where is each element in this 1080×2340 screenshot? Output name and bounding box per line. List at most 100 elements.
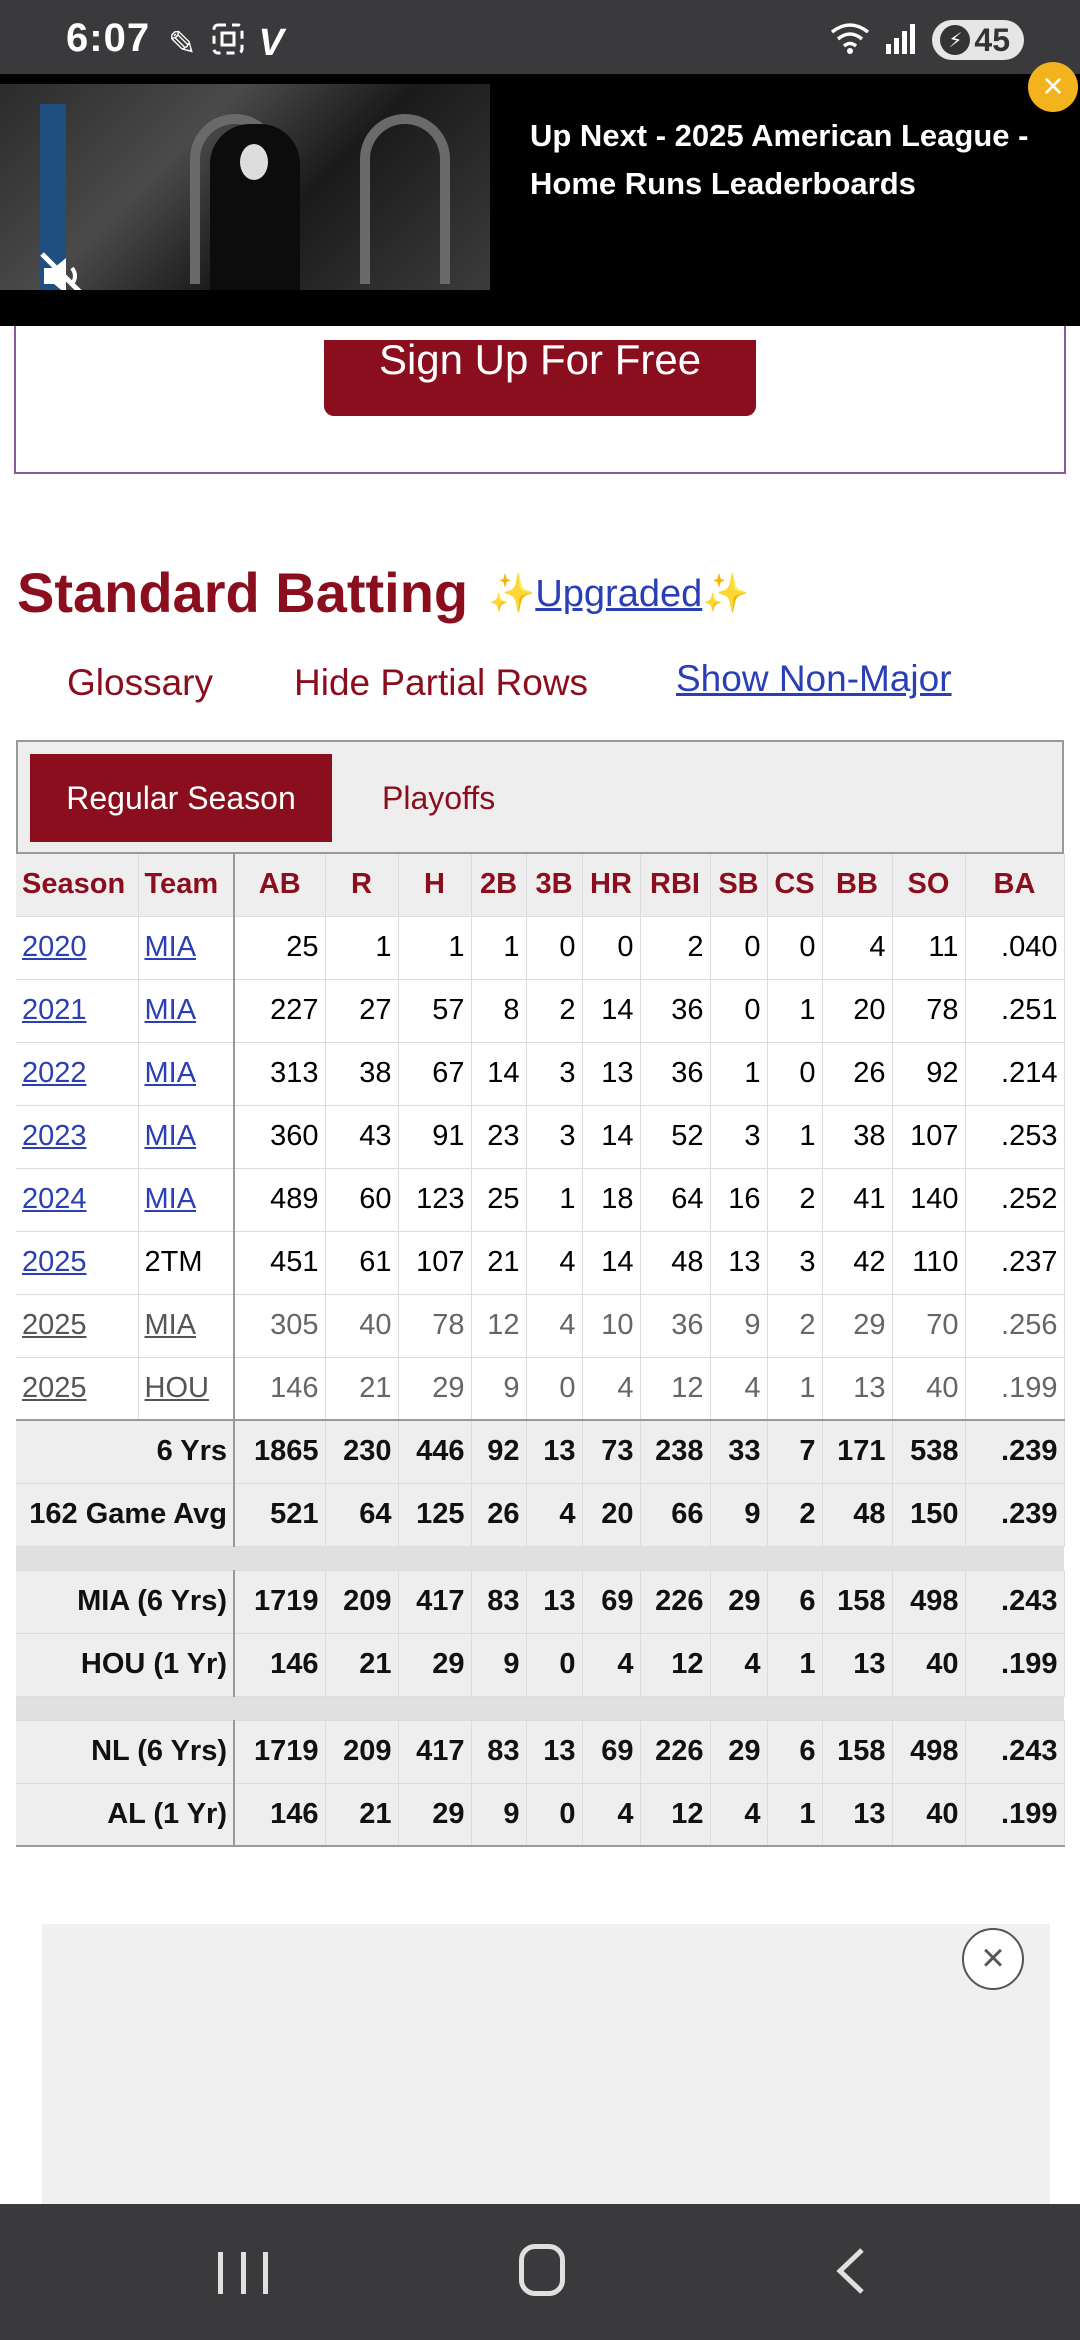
summary-stat-cell: .239	[965, 1483, 1065, 1547]
season-link[interactable]: 2024	[22, 1183, 87, 1215]
stat-cell: .251	[965, 979, 1065, 1043]
video-up-next-title[interactable]: Up Next - 2025 American League - Home Ru…	[530, 118, 1029, 201]
season-cell: 2023	[16, 1105, 139, 1169]
column-header-h[interactable]: H	[398, 854, 472, 917]
stat-cell: 61	[325, 1231, 399, 1295]
column-header-r[interactable]: R	[325, 854, 399, 917]
stat-cell: 0	[767, 916, 823, 980]
stat-cell: 9	[710, 1294, 768, 1358]
team-link[interactable]: MIA	[144, 1309, 197, 1341]
column-header-bb[interactable]: BB	[822, 854, 893, 917]
thumb-arch	[360, 114, 450, 284]
team-link[interactable]: MIA	[144, 1183, 197, 1215]
stat-cell: 2	[526, 979, 583, 1043]
season-link[interactable]: 2025	[22, 1309, 87, 1341]
summary-stat-cell: 9	[471, 1783, 527, 1847]
column-header-cs[interactable]: CS	[767, 854, 823, 917]
column-header-sb[interactable]: SB	[710, 854, 768, 917]
stat-cell: 36	[640, 979, 711, 1043]
summary-stat-cell: 417	[398, 1570, 472, 1634]
summary-stat-cell: 158	[822, 1570, 893, 1634]
stat-cell: 0	[526, 1357, 583, 1421]
column-header-ab[interactable]: AB	[234, 854, 326, 917]
summary-stat-cell: 0	[526, 1633, 583, 1697]
sign-up-button[interactable]: Sign Up For Free	[324, 339, 756, 416]
summary-stat-cell: .239	[965, 1420, 1065, 1484]
recent-apps-icon[interactable]	[218, 2252, 268, 2294]
bottom-ad[interactable]	[42, 1924, 1050, 2204]
season-link[interactable]: 2022	[22, 1057, 87, 1089]
show-non-major-link[interactable]: Show Non-Major	[676, 658, 952, 699]
upgraded-badge[interactable]: ✨Upgraded✨	[488, 572, 750, 616]
team-link[interactable]: MIA	[144, 994, 197, 1026]
summary-label: HOU (1 Yr)	[16, 1633, 235, 1697]
stat-cell: 110	[892, 1231, 966, 1295]
stat-cell: 78	[892, 979, 966, 1043]
summary-stat-cell: 29	[710, 1570, 768, 1634]
stat-cell: 78	[398, 1294, 472, 1358]
stat-cell: 38	[325, 1042, 399, 1106]
column-header-team[interactable]: Team	[138, 854, 235, 917]
glossary-link[interactable]: Glossary	[67, 662, 213, 703]
close-circle-icon[interactable]: ×	[962, 1928, 1024, 1990]
stat-cell: 2	[767, 1294, 823, 1358]
stat-cell: 2	[767, 1168, 823, 1232]
season-link[interactable]: 2023	[22, 1120, 87, 1152]
v-icon: V	[258, 22, 284, 64]
column-header-season[interactable]: Season	[16, 854, 139, 917]
summary-row: 162 Game Avg 521 64 125 26 4 20 66 9 2 48 150.239	[16, 1483, 1065, 1547]
stat-cell: 451	[234, 1231, 326, 1295]
home-icon[interactable]	[519, 2244, 565, 2296]
hide-partial-rows-link[interactable]: Hide Partial Rows	[294, 662, 589, 703]
summary-stat-cell: 6	[767, 1570, 823, 1634]
summary-stat-cell: 33	[710, 1420, 768, 1484]
stat-cell: 13	[710, 1231, 768, 1295]
season-link[interactable]: 2025	[22, 1371, 87, 1404]
column-header-rbi[interactable]: RBI	[640, 854, 711, 917]
summary-stat-cell: 21	[325, 1633, 399, 1697]
close-icon[interactable]: ×	[1028, 62, 1078, 112]
season-link[interactable]: 2020	[22, 931, 87, 963]
summary-stat-cell: 48	[822, 1483, 893, 1547]
column-header-2b[interactable]: 2B	[471, 854, 527, 917]
team-link[interactable]: MIA	[144, 1120, 197, 1152]
stat-cell: 70	[892, 1294, 966, 1358]
stat-cell: 13	[582, 1042, 641, 1106]
back-icon[interactable]	[830, 2246, 870, 2296]
stat-cell: 13	[822, 1357, 893, 1421]
column-header-3b[interactable]: 3B	[526, 854, 583, 917]
summary-row: MIA (6 Yrs) 1719 209 417 83 13 69 226 29 6 158 498.…	[16, 1570, 1065, 1634]
tab-regular-season[interactable]: Regular Season	[30, 754, 332, 842]
team-cell: MIA	[138, 1042, 235, 1106]
column-header-hr[interactable]: HR	[582, 854, 641, 917]
table-row: 2021 MIA 227 27 57 8 2 14 36 0 1 20 78.251	[16, 979, 1065, 1043]
tab-playoffs[interactable]: Playoffs	[382, 780, 496, 816]
column-header-ba[interactable]: BA	[965, 854, 1065, 917]
battery-level: 45	[974, 21, 1010, 58]
team-link[interactable]: MIA	[144, 931, 197, 963]
stat-cell: 146	[234, 1357, 326, 1421]
stat-cell: 21	[325, 1357, 399, 1421]
video-ad[interactable]: Up Next - 2025 American League - Home Ru…	[0, 74, 1080, 326]
video-thumbnail[interactable]	[0, 84, 490, 290]
stat-cell: 92	[892, 1042, 966, 1106]
stat-cell: 26	[822, 1042, 893, 1106]
sparkle-icon: ✨	[488, 573, 536, 615]
season-link[interactable]: 2025	[22, 1246, 87, 1278]
stat-cell: .040	[965, 916, 1065, 980]
season-link[interactable]: 2021	[22, 994, 87, 1026]
team-link[interactable]: HOU	[144, 1371, 209, 1404]
summary-stat-cell: 4	[582, 1633, 641, 1697]
summary-stat-cell: 146	[234, 1633, 326, 1697]
column-header-so[interactable]: SO	[892, 854, 966, 917]
mute-icon[interactable]	[36, 248, 92, 290]
team-link[interactable]: MIA	[144, 1057, 197, 1089]
stat-cell: 3	[710, 1105, 768, 1169]
spacer-cell	[16, 1696, 1064, 1721]
stat-cell: 9	[471, 1357, 527, 1421]
summary-stat-cell: 209	[325, 1570, 399, 1634]
stat-cell: 29	[398, 1357, 472, 1421]
battery-indicator: ⚡ 45	[932, 20, 1024, 60]
upgraded-link[interactable]: Upgraded	[535, 573, 703, 615]
